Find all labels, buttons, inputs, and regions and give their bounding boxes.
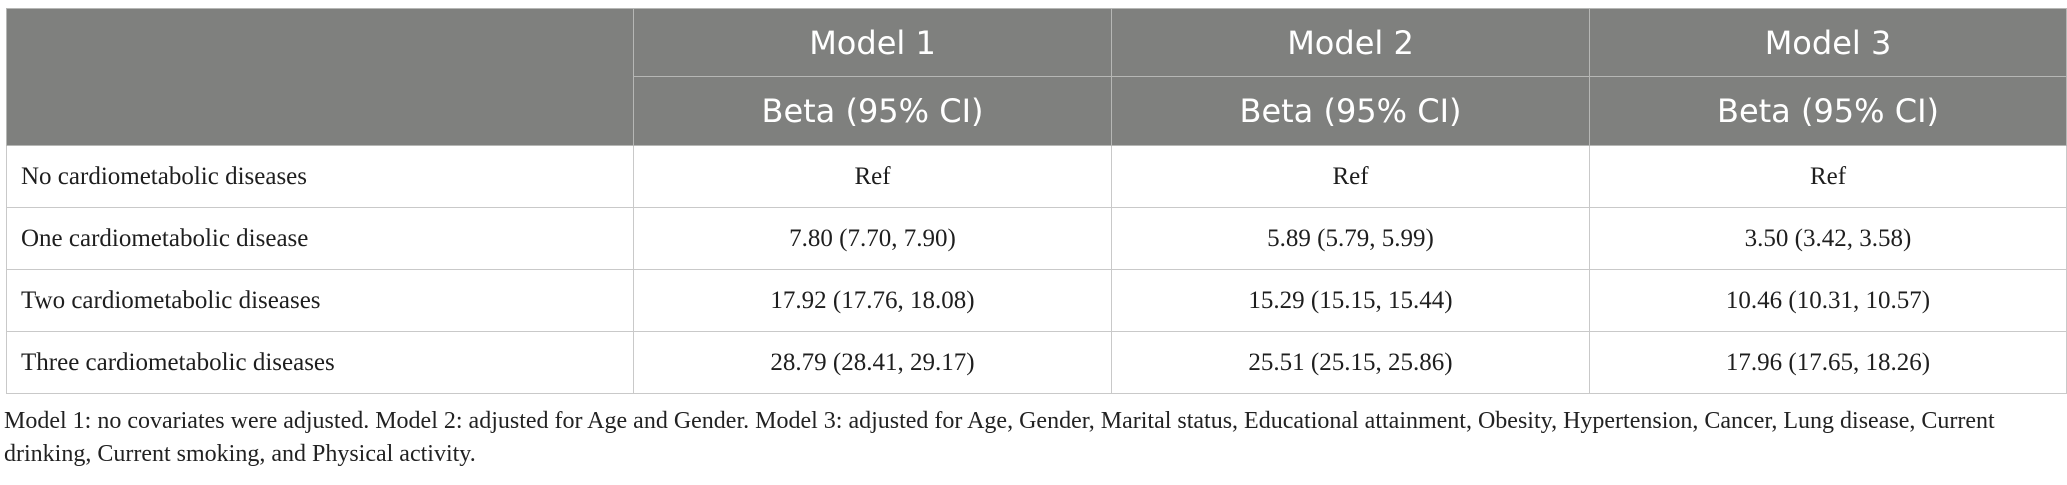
table-cell: 7.80 (7.70, 7.90) bbox=[633, 207, 1112, 270]
table-cell: Ref bbox=[633, 145, 1112, 208]
row-label: One cardiometabolic disease bbox=[6, 207, 634, 270]
table-cell: 5.89 (5.79, 5.99) bbox=[1111, 207, 1590, 270]
table-cell: 28.79 (28.41, 29.17) bbox=[633, 331, 1112, 394]
table-body: No cardiometabolic diseases Ref Ref Ref … bbox=[6, 145, 2067, 394]
results-table-container: Model 1 Model 2 Model 3 Beta (95% CI) Be… bbox=[6, 8, 2067, 394]
table-cell: 17.92 (17.76, 18.08) bbox=[633, 269, 1112, 332]
table-cell: 17.96 (17.65, 18.26) bbox=[1589, 331, 2067, 394]
table-row: Three cardiometabolic diseases 28.79 (28… bbox=[6, 331, 2067, 394]
table-cell: 15.29 (15.15, 15.44) bbox=[1111, 269, 1590, 332]
header-row-subheaders: Beta (95% CI) Beta (95% CI) Beta (95% CI… bbox=[7, 76, 2067, 146]
header-row-models: Model 1 Model 2 Model 3 bbox=[6, 8, 2067, 146]
header-model-2: Model 2 bbox=[1111, 8, 1590, 77]
subheader-model-3: Beta (95% CI) bbox=[1589, 76, 2067, 146]
header-corner-cell bbox=[6, 8, 634, 146]
table-cell: Ref bbox=[1111, 145, 1590, 208]
table-cell: Ref bbox=[1589, 145, 2067, 208]
header-model-1: Model 1 bbox=[633, 8, 1112, 77]
subheader-model-1: Beta (95% CI) bbox=[633, 76, 1112, 146]
table-row: Two cardiometabolic diseases 17.92 (17.7… bbox=[6, 269, 2067, 332]
table-footnote: Model 1: no covariates were adjusted. Mo… bbox=[4, 408, 1995, 467]
table-row: No cardiometabolic diseases Ref Ref Ref bbox=[6, 145, 2067, 208]
table-cell: 25.51 (25.15, 25.86) bbox=[1111, 331, 1590, 394]
subheader-model-2: Beta (95% CI) bbox=[1111, 76, 1590, 146]
results-table: Model 1 Model 2 Model 3 Beta (95% CI) Be… bbox=[6, 8, 2067, 394]
row-label: Two cardiometabolic diseases bbox=[6, 269, 634, 332]
table-cell: 10.46 (10.31, 10.57) bbox=[1589, 269, 2067, 332]
table-cell: 3.50 (3.42, 3.58) bbox=[1589, 207, 2067, 270]
row-label: Three cardiometabolic diseases bbox=[6, 331, 634, 394]
table-header: Model 1 Model 2 Model 3 Beta (95% CI) Be… bbox=[6, 8, 2067, 146]
table-row: One cardiometabolic disease 7.80 (7.70, … bbox=[6, 207, 2067, 270]
row-label: No cardiometabolic diseases bbox=[6, 145, 634, 208]
header-model-3: Model 3 bbox=[1589, 8, 2067, 77]
